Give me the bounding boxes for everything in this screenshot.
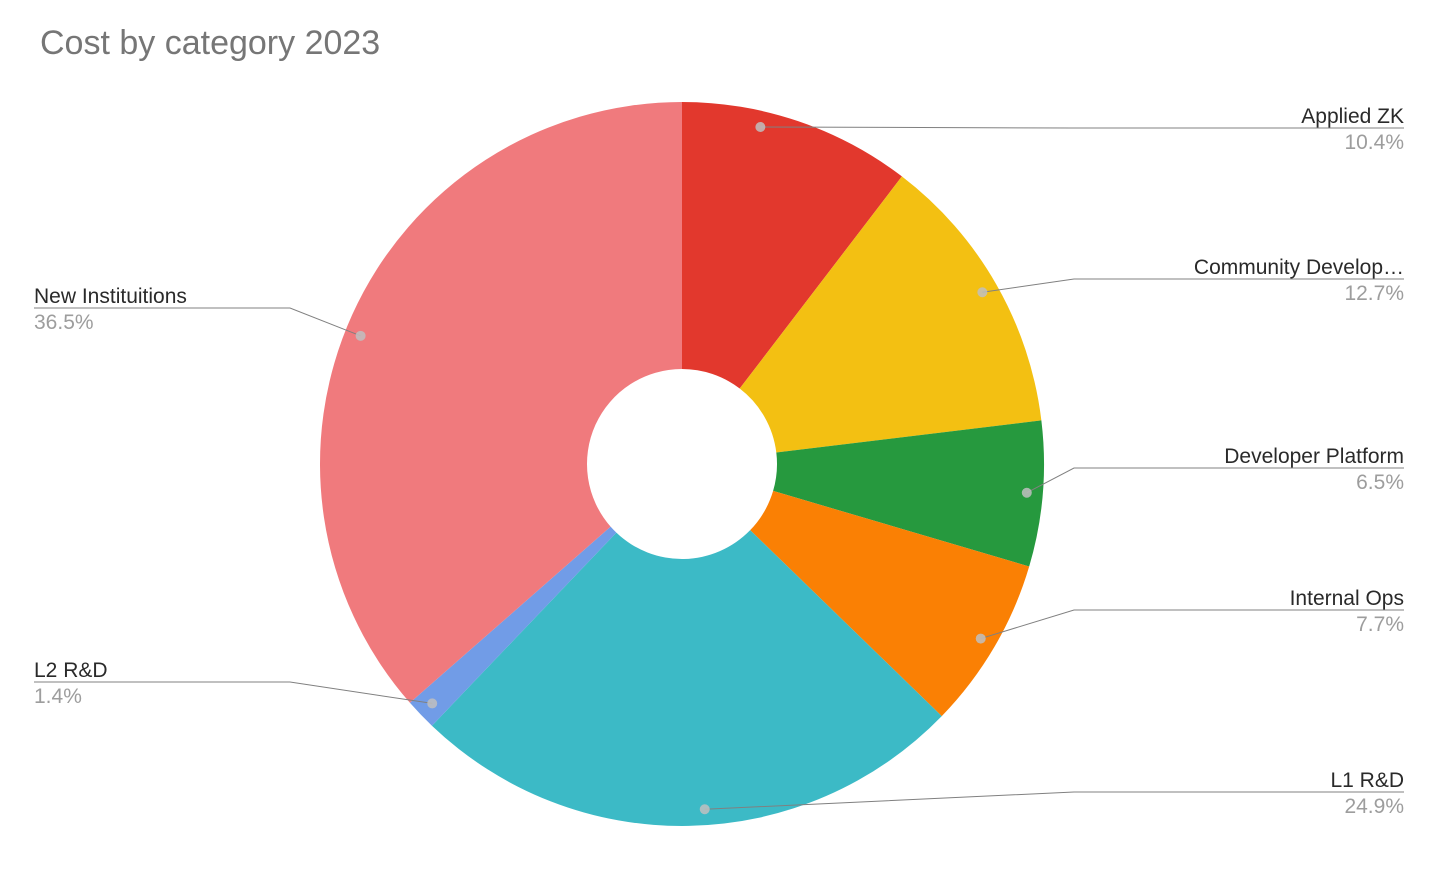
anchor-dot [976,634,986,644]
donut-chart: Applied ZK10.4%Community Develop…12.7%De… [0,100,1456,880]
leader-line [982,279,1404,292]
anchor-dot [1022,488,1032,498]
anchor-dot [700,804,710,814]
anchor-dot [977,287,987,297]
leader-line [981,610,1404,639]
anchor-dot [356,331,366,341]
leader-line [34,308,361,336]
leader-line [760,127,1404,128]
leader-line [34,682,432,703]
chart-title: Cost by category 2023 [40,24,380,63]
anchor-dot [755,122,765,132]
leader-line [1027,468,1404,493]
anchor-dot [427,698,437,708]
